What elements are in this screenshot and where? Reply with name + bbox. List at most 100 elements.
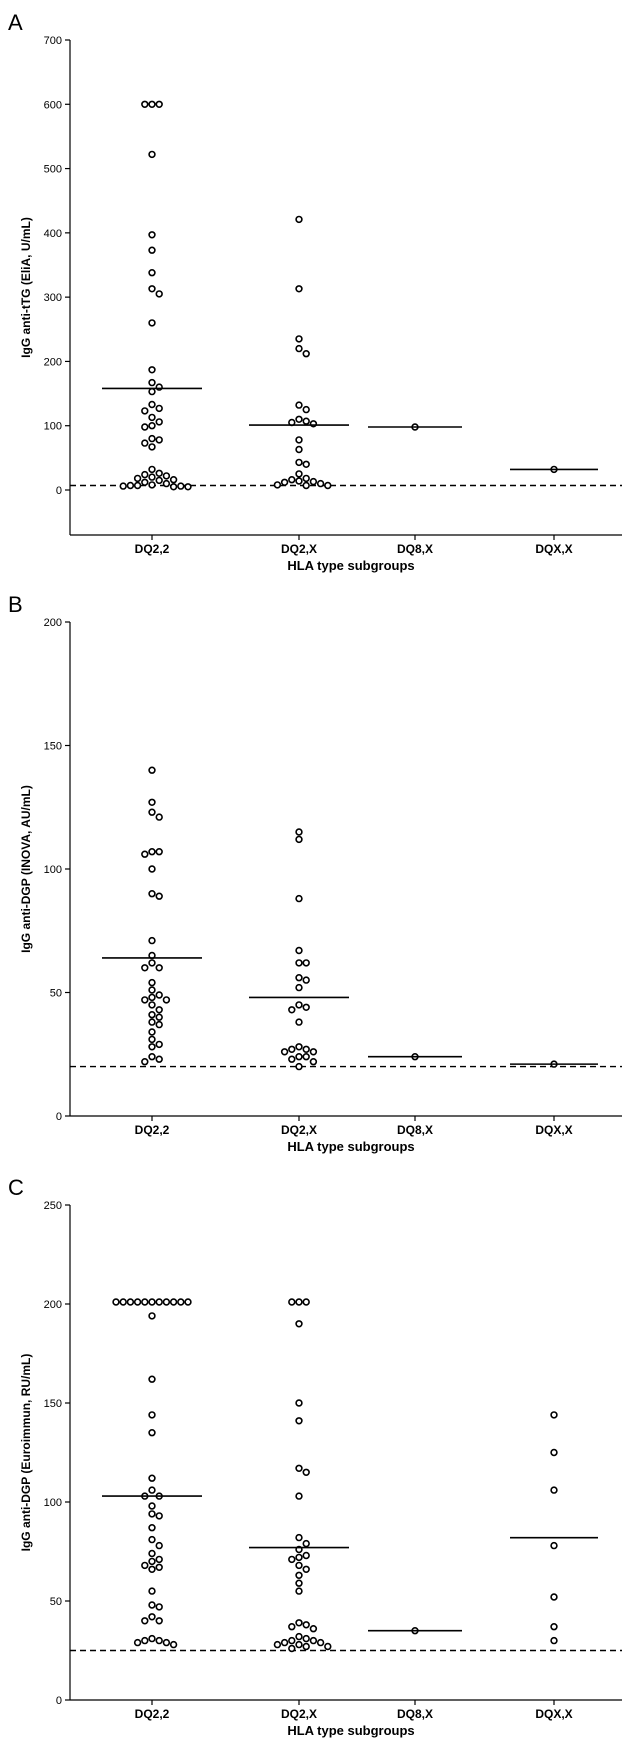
- data-point: [288, 1636, 296, 1645]
- data-point: [126, 481, 135, 490]
- data-point: [148, 986, 156, 994]
- data-point: [295, 477, 303, 485]
- data-point: [155, 1512, 163, 1520]
- data-point: [155, 964, 163, 972]
- data-point: [295, 1533, 303, 1542]
- x-tick-label: DQ8,X: [397, 1123, 433, 1137]
- data-point: [141, 1636, 149, 1645]
- data-point: [302, 1634, 310, 1643]
- data-point: [295, 1298, 303, 1306]
- data-point: [148, 889, 156, 898]
- data-point: [295, 1043, 303, 1051]
- data-point: [126, 1298, 135, 1306]
- data-point: [295, 1492, 303, 1500]
- data-point: [148, 473, 156, 481]
- data-point: [309, 1048, 318, 1056]
- data-point: [155, 1055, 163, 1063]
- data-point: [141, 1298, 149, 1306]
- data-point: [148, 1312, 156, 1320]
- data-point: [141, 470, 149, 479]
- data-point: [141, 964, 149, 972]
- data-point: [295, 1464, 303, 1473]
- data-point: [155, 1563, 163, 1572]
- data-point: [133, 474, 142, 483]
- data-point: [302, 417, 310, 425]
- panel-a: A 0 100 200 300 400 500 600 700 IgG anti-tTG (Eli…: [8, 10, 622, 573]
- data-point: [133, 481, 142, 490]
- data-point: [295, 835, 303, 844]
- data-point: [295, 436, 303, 444]
- x-tick-label: DQ8,X: [397, 542, 433, 556]
- x-tick-label: DQ2,X: [281, 1707, 317, 1721]
- data-point: [295, 335, 303, 343]
- y-tick-label: 50: [50, 988, 62, 1000]
- data-point: [177, 1298, 185, 1306]
- data-point: [302, 481, 310, 490]
- data-point: [148, 1411, 156, 1419]
- data-point: [155, 1617, 163, 1625]
- data-point: [295, 946, 303, 955]
- y-tick-label: 400: [44, 228, 62, 240]
- data-point: [148, 1001, 156, 1009]
- data-point: [155, 469, 163, 477]
- data-point: [148, 150, 156, 159]
- data-point: [148, 387, 156, 396]
- data-point: [148, 378, 156, 387]
- data-point: [148, 366, 156, 374]
- data-point: [162, 479, 171, 488]
- data-point: [148, 422, 156, 430]
- y-tick-label: 100: [44, 864, 62, 876]
- x-tick-label: DQX,X: [535, 1123, 572, 1137]
- data-point: [148, 269, 156, 277]
- data-point: [288, 1555, 296, 1564]
- x-axis-label: HLA type subgroups: [287, 1723, 414, 1738]
- data-point: [295, 1001, 303, 1009]
- data-point: [316, 1638, 325, 1647]
- data-point: [302, 474, 310, 483]
- y-tick-label: 200: [44, 356, 62, 368]
- data-point: [302, 1565, 310, 1574]
- y-tick-label: 500: [44, 164, 62, 176]
- data-point: [148, 1018, 156, 1026]
- data-point: [302, 1298, 310, 1306]
- data-point: [295, 1640, 303, 1649]
- data-point: [302, 460, 310, 468]
- panel-label: A: [8, 10, 23, 35]
- data-point: [148, 1502, 156, 1510]
- data-point: [148, 246, 156, 254]
- data-point: [148, 465, 156, 474]
- data-point: [155, 1006, 163, 1014]
- data-point: [295, 215, 303, 224]
- data-point: [316, 479, 325, 488]
- data-point: [148, 434, 156, 443]
- data-point: [295, 401, 303, 409]
- data-point: [148, 959, 156, 967]
- data-point: [288, 1006, 296, 1014]
- data-point: [302, 1052, 310, 1061]
- data-point: [295, 1579, 303, 1587]
- data-point: [148, 1557, 156, 1566]
- data-point: [155, 1020, 163, 1029]
- data-point: [155, 813, 163, 821]
- data-point: [295, 973, 303, 982]
- data-point: [148, 1298, 156, 1306]
- data-point: [302, 1003, 310, 1011]
- data-point: [302, 1551, 310, 1560]
- data-point: [148, 100, 156, 109]
- data-point: [295, 1561, 303, 1570]
- data-point: [148, 978, 156, 987]
- data-point: [148, 1634, 156, 1643]
- y-tick-label: 150: [44, 1398, 62, 1410]
- data-point: [148, 1428, 156, 1437]
- data-point: [148, 1375, 156, 1383]
- data-point: [302, 1642, 310, 1651]
- data-point: [148, 1486, 156, 1494]
- y-tick-label: 0: [56, 1695, 62, 1707]
- data-point: [288, 1045, 296, 1054]
- y-tick-label: 200: [44, 1299, 62, 1311]
- data-point: [148, 1043, 156, 1051]
- y-axis-label: IgG anti-tTG (EliA, U/mL): [19, 217, 33, 358]
- data-point: [288, 476, 296, 484]
- data-point: [141, 407, 149, 415]
- data-point: [141, 850, 149, 858]
